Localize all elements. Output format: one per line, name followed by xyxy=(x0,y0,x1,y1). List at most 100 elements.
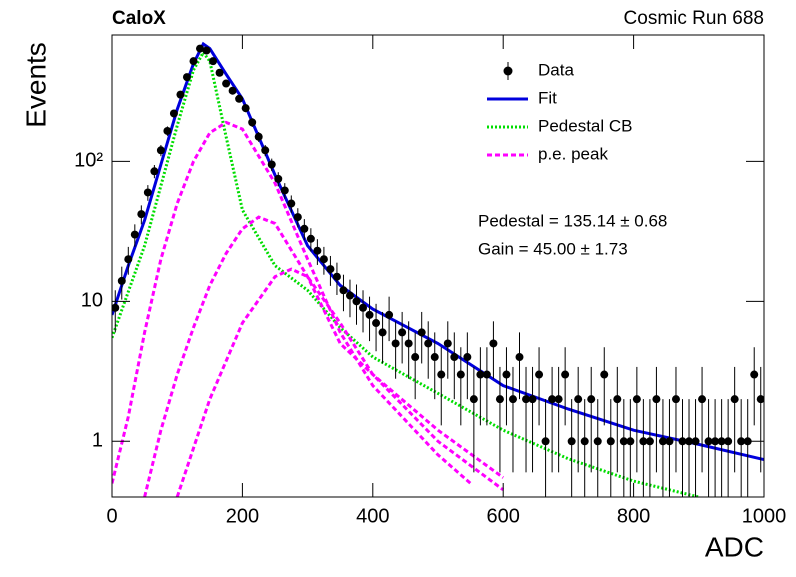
y-tick-label: 1 xyxy=(92,430,103,452)
data-point xyxy=(535,370,544,379)
data-point xyxy=(163,126,172,135)
data-point xyxy=(469,395,478,404)
data-point xyxy=(632,395,641,404)
data-point xyxy=(261,146,270,155)
data-point xyxy=(306,234,315,243)
data-point xyxy=(541,437,550,446)
data-point xyxy=(737,437,746,446)
data-point xyxy=(137,210,146,219)
x-tick-label: 600 xyxy=(487,505,520,527)
x-tick-label: 0 xyxy=(106,505,117,527)
data-point xyxy=(156,146,165,155)
data-point xyxy=(222,79,231,88)
legend-label: Fit xyxy=(538,88,557,107)
data-point xyxy=(130,230,139,239)
data-point xyxy=(300,224,309,233)
data-point xyxy=(567,437,576,446)
data-point xyxy=(143,188,152,197)
data-point xyxy=(417,328,426,337)
legend-label: p.e. peak xyxy=(538,144,608,163)
data-point xyxy=(359,303,368,312)
data-point xyxy=(189,57,198,66)
data-point xyxy=(287,199,296,208)
data-point xyxy=(476,370,485,379)
data-point xyxy=(515,353,524,362)
data-point xyxy=(561,370,570,379)
data-point xyxy=(430,353,439,362)
data-point xyxy=(365,310,374,319)
fit-curve xyxy=(175,267,505,497)
fit-curve xyxy=(112,120,472,485)
fit-curve xyxy=(143,215,505,497)
data-point xyxy=(502,370,511,379)
data-point xyxy=(704,437,713,446)
data-point xyxy=(600,370,609,379)
y-axis-title: Events xyxy=(20,42,51,128)
data-point xyxy=(685,437,694,446)
data-point xyxy=(352,297,361,306)
data-point xyxy=(112,303,120,312)
x-axis-title: ADC xyxy=(705,531,764,562)
data-point xyxy=(124,255,133,264)
x-tick-label: 1000 xyxy=(742,505,787,527)
data-point xyxy=(345,291,354,300)
data-point xyxy=(652,395,661,404)
x-tick-label: 800 xyxy=(617,505,650,527)
data-point xyxy=(658,437,667,446)
data-point xyxy=(593,437,602,446)
data-point xyxy=(730,395,739,404)
data-point xyxy=(313,246,322,255)
data-point xyxy=(404,339,413,348)
chart-subtitle: Cosmic Run 688 xyxy=(624,8,764,29)
data-point xyxy=(711,437,720,446)
data-point xyxy=(248,118,257,127)
data-point xyxy=(267,160,276,169)
data-point xyxy=(691,437,700,446)
data-point xyxy=(293,213,302,222)
fit-curve xyxy=(112,49,700,497)
data-point xyxy=(443,339,452,348)
data-point xyxy=(619,437,628,446)
data-point xyxy=(196,44,205,53)
annotation: Gain = 45.00 ± 1.73 xyxy=(478,239,628,258)
data-point xyxy=(522,395,531,404)
data-point xyxy=(241,104,250,113)
data-point xyxy=(528,395,537,404)
data-point xyxy=(580,437,589,446)
x-tick-label: 200 xyxy=(226,505,259,527)
data-point xyxy=(169,109,178,118)
chart-title: CaloX xyxy=(112,8,166,29)
data-point xyxy=(332,272,341,281)
data-point xyxy=(645,437,654,446)
legend-label: Data xyxy=(538,60,574,79)
data-point xyxy=(280,186,289,195)
data-point xyxy=(508,395,517,404)
data-point xyxy=(424,339,433,348)
data-point xyxy=(750,370,759,379)
data-point xyxy=(202,46,211,55)
data-point xyxy=(150,167,159,176)
y-tick-label: 10² xyxy=(74,150,103,172)
data-point xyxy=(671,395,680,404)
legend-label: Pedestal CB xyxy=(538,116,633,135)
data-point xyxy=(391,339,400,348)
data-point xyxy=(482,370,491,379)
x-tick-label: 400 xyxy=(356,505,389,527)
data-point xyxy=(182,73,191,82)
data-point xyxy=(613,395,622,404)
data-point xyxy=(554,395,563,404)
data-point xyxy=(372,319,381,328)
data-point xyxy=(339,286,348,295)
data-point xyxy=(215,68,224,77)
data-point xyxy=(495,395,504,404)
legend-marker xyxy=(503,66,513,76)
data-point xyxy=(665,437,674,446)
data-point xyxy=(385,310,394,319)
data-point xyxy=(698,395,707,404)
data-point xyxy=(626,437,635,446)
frame xyxy=(111,34,765,498)
data-point xyxy=(678,437,687,446)
data-point xyxy=(463,353,472,362)
